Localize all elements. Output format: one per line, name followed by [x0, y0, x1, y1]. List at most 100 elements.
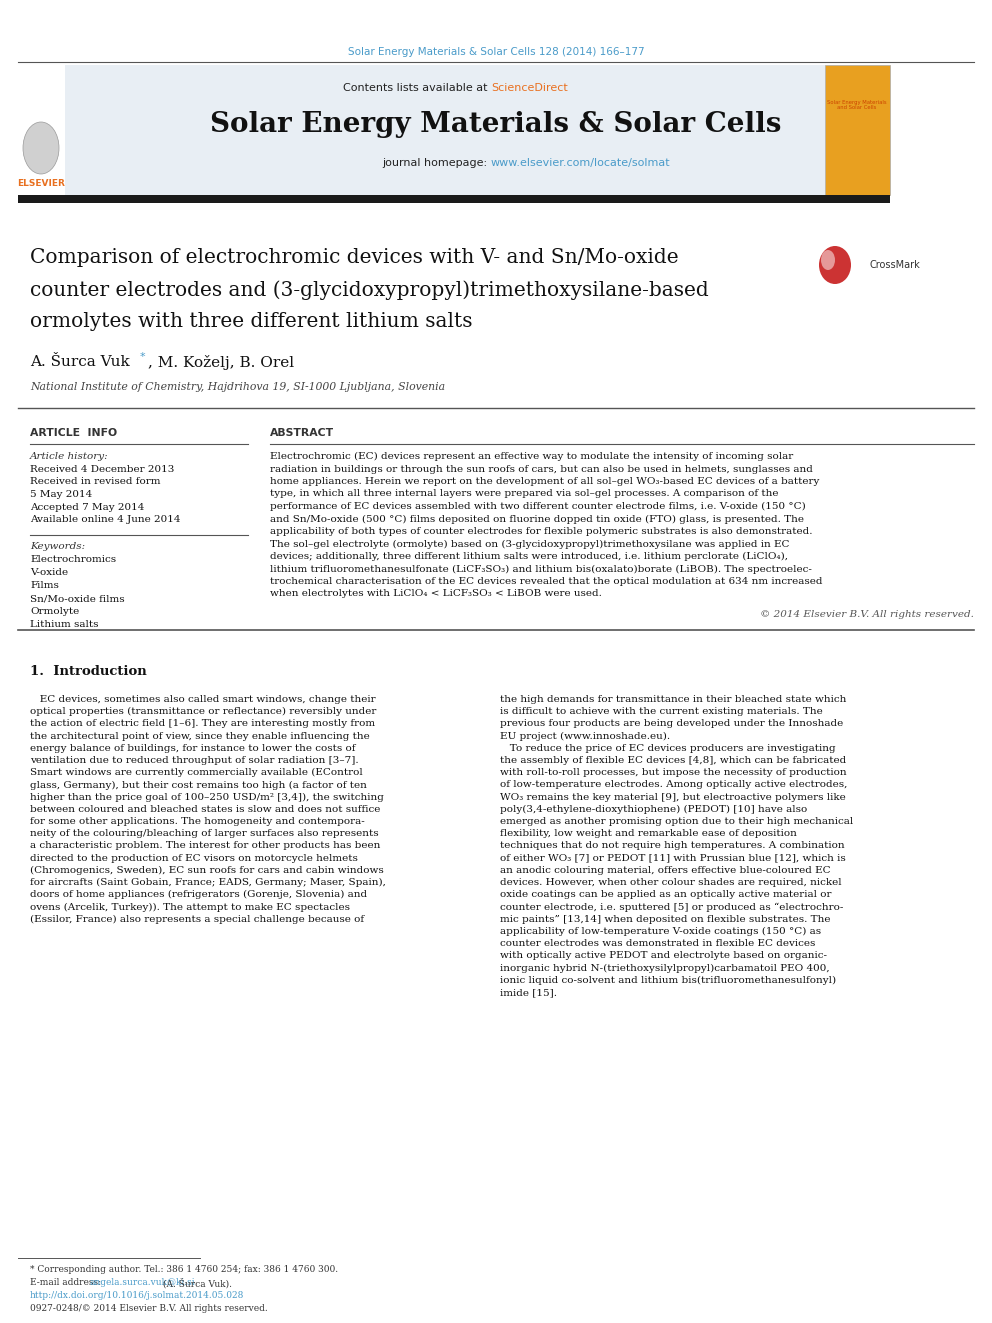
Text: 5 May 2014: 5 May 2014 — [30, 490, 92, 499]
Text: imide [15].: imide [15]. — [500, 988, 557, 996]
Text: EC devices, sometimes also called smart windows, change their: EC devices, sometimes also called smart … — [30, 695, 376, 704]
Text: Keywords:: Keywords: — [30, 542, 85, 550]
Text: for some other applications. The homogeneity and contempora-: for some other applications. The homogen… — [30, 818, 365, 826]
Text: techniques that do not require high temperatures. A combination: techniques that do not require high temp… — [500, 841, 844, 851]
Text: between coloured and bleached states is slow and does not suffice: between coloured and bleached states is … — [30, 804, 380, 814]
Text: www.elsevier.com/locate/solmat: www.elsevier.com/locate/solmat — [491, 157, 671, 168]
Text: Available online 4 June 2014: Available online 4 June 2014 — [30, 515, 181, 524]
Text: ScienceDirect: ScienceDirect — [491, 83, 567, 93]
Text: ABSTRACT: ABSTRACT — [270, 429, 334, 438]
Text: ventilation due to reduced throughput of solar radiation [3–7].: ventilation due to reduced throughput of… — [30, 755, 359, 765]
Text: an anodic colouring material, offers effective blue-coloured EC: an anodic colouring material, offers eff… — [500, 865, 830, 875]
Text: Contents lists available at: Contents lists available at — [343, 83, 491, 93]
Text: radiation in buildings or through the sun roofs of cars, but can also be used in: radiation in buildings or through the su… — [270, 464, 812, 474]
Text: performance of EC devices assembled with two different counter electrode films, : performance of EC devices assembled with… — [270, 501, 806, 511]
Bar — [65, 65, 825, 194]
Text: ormolytes with three different lithium salts: ormolytes with three different lithium s… — [30, 312, 472, 331]
Text: lithium trifluoromethanesulfonate (LiCF₃SO₃) and lithium bis(oxalato)borate (LiB: lithium trifluoromethanesulfonate (LiCF₃… — [270, 565, 811, 574]
Text: The sol–gel electrolyte (ormolyte) based on (3-glycidoxypropyl)trimethoxysilane : The sol–gel electrolyte (ormolyte) based… — [270, 540, 790, 549]
Text: the assembly of flexible EC devices [4,8], which can be fabricated: the assembly of flexible EC devices [4,8… — [500, 755, 846, 765]
Text: ovens (Arcelik, Turkey)). The attempt to make EC spectacles: ovens (Arcelik, Turkey)). The attempt to… — [30, 902, 350, 912]
Text: EU project (www.innoshade.eu).: EU project (www.innoshade.eu). — [500, 732, 671, 741]
Text: of low-temperature electrodes. Among optically active electrodes,: of low-temperature electrodes. Among opt… — [500, 781, 847, 790]
Text: of either WO₃ [7] or PEDOT [11] with Prussian blue [12], which is: of either WO₃ [7] or PEDOT [11] with Pru… — [500, 853, 846, 863]
Text: oxide coatings can be applied as an optically active material or: oxide coatings can be applied as an opti… — [500, 890, 831, 900]
Text: and Sn/Mo-oxide (500 °C) films deposited on fluorine dopped tin oxide (FTO) glas: and Sn/Mo-oxide (500 °C) films deposited… — [270, 515, 804, 524]
Text: trochemical characterisation of the EC devices revealed that the optical modulat: trochemical characterisation of the EC d… — [270, 577, 822, 586]
Text: Lithium salts: Lithium salts — [30, 620, 98, 628]
Text: * Corresponding author. Tel.: 386 1 4760 254; fax: 386 1 4760 300.: * Corresponding author. Tel.: 386 1 4760… — [30, 1265, 338, 1274]
Text: Solar Energy Materials & Solar Cells: Solar Energy Materials & Solar Cells — [210, 111, 782, 139]
Ellipse shape — [821, 250, 835, 270]
Text: ARTICLE  INFO: ARTICLE INFO — [30, 429, 117, 438]
Text: counter electrodes was demonstrated in flexible EC devices: counter electrodes was demonstrated in f… — [500, 939, 815, 949]
Text: inorganic hybrid N-(triethoxysilylpropyl)carbamatoil PEO 400,: inorganic hybrid N-(triethoxysilylpropyl… — [500, 963, 829, 972]
Text: when electrolytes with LiClO₄ < LiCF₃SO₃ < LiBOB were used.: when electrolytes with LiClO₄ < LiCF₃SO₃… — [270, 590, 602, 598]
Ellipse shape — [819, 246, 851, 284]
Text: counter electrodes and (3-glycidoxypropyl)trimethoxysilane-based: counter electrodes and (3-glycidoxypropy… — [30, 280, 708, 299]
Text: (A. Šurca Vuk).: (A. Šurca Vuk). — [160, 1278, 232, 1289]
Bar — [825, 65, 890, 194]
Text: To reduce the price of EC devices producers are investigating: To reduce the price of EC devices produc… — [500, 744, 835, 753]
Text: home appliances. Herein we report on the development of all sol–gel WO₃-based EC: home appliances. Herein we report on the… — [270, 478, 819, 486]
Text: energy balance of buildings, for instance to lower the costs of: energy balance of buildings, for instanc… — [30, 744, 355, 753]
Text: (Essilor, France) also represents a special challenge because of: (Essilor, France) also represents a spec… — [30, 914, 364, 923]
Text: neity of the colouring/bleaching of larger surfaces also represents: neity of the colouring/bleaching of larg… — [30, 830, 379, 839]
Text: is difficult to achieve with the current existing materials. The: is difficult to achieve with the current… — [500, 708, 822, 716]
Text: Ormolyte: Ormolyte — [30, 607, 79, 617]
Text: journal homepage:: journal homepage: — [382, 157, 491, 168]
Text: with optically active PEDOT and electrolyte based on organic-: with optically active PEDOT and electrol… — [500, 951, 827, 960]
Text: , M. Koželj, B. Orel: , M. Koželj, B. Orel — [148, 355, 294, 370]
Text: angela.surca.vuk@ki.si: angela.surca.vuk@ki.si — [90, 1278, 195, 1287]
Text: Comparison of electrochromic devices with V- and Sn/Mo-oxide: Comparison of electrochromic devices wit… — [30, 247, 679, 267]
Text: Article history:: Article history: — [30, 452, 109, 460]
Text: A. Šurca Vuk: A. Šurca Vuk — [30, 355, 130, 369]
Text: Accepted 7 May 2014: Accepted 7 May 2014 — [30, 503, 145, 512]
Text: type, in which all three internal layers were prepared via sol–gel processes. A : type, in which all three internal layers… — [270, 490, 779, 499]
Text: V-oxide: V-oxide — [30, 568, 68, 577]
Text: Sn/Mo-oxide films: Sn/Mo-oxide films — [30, 594, 125, 603]
Text: for aircrafts (Saint Gobain, France; EADS, Germany; Maser, Spain),: for aircrafts (Saint Gobain, France; EAD… — [30, 878, 386, 888]
Text: Received 4 December 2013: Received 4 December 2013 — [30, 464, 175, 474]
Text: previous four products are being developed under the Innoshade: previous four products are being develop… — [500, 720, 843, 729]
Text: applicability of low-temperature V-oxide coatings (150 °C) as: applicability of low-temperature V-oxide… — [500, 927, 821, 935]
Text: 1.  Introduction: 1. Introduction — [30, 665, 147, 677]
Text: doors of home appliances (refrigerators (Gorenje, Slovenia) and: doors of home appliances (refrigerators … — [30, 890, 367, 900]
Text: http://dx.doi.org/10.1016/j.solmat.2014.05.028: http://dx.doi.org/10.1016/j.solmat.2014.… — [30, 1291, 244, 1301]
Text: Smart windows are currently commercially available (EControl: Smart windows are currently commercially… — [30, 769, 363, 778]
Text: optical properties (transmittance or reflectance) reversibly under: optical properties (transmittance or ref… — [30, 708, 376, 716]
Text: Received in revised form: Received in revised form — [30, 478, 161, 487]
Text: emerged as another promising option due to their high mechanical: emerged as another promising option due … — [500, 818, 853, 826]
Text: devices. However, when other colour shades are required, nickel: devices. However, when other colour shad… — [500, 878, 841, 886]
Text: *: * — [140, 352, 146, 363]
Text: Films: Films — [30, 581, 59, 590]
Text: glass, Germany), but their cost remains too high (a factor of ten: glass, Germany), but their cost remains … — [30, 781, 367, 790]
Text: devices; additionally, three different lithium salts were introduced, i.e. lithi: devices; additionally, three different l… — [270, 552, 788, 561]
Text: (Chromogenics, Sweden), EC sun roofs for cars and cabin windows: (Chromogenics, Sweden), EC sun roofs for… — [30, 865, 384, 875]
Ellipse shape — [23, 122, 59, 175]
Text: Electrochromic (EC) devices represent an effective way to modulate the intensity: Electrochromic (EC) devices represent an… — [270, 452, 794, 462]
Text: Solar Energy Materials
and Solar Cells: Solar Energy Materials and Solar Cells — [827, 99, 887, 110]
Text: National Institute of Chemistry, Hajdrihova 19, SI-1000 Ljubljana, Slovenia: National Institute of Chemistry, Hajdrih… — [30, 382, 445, 392]
Text: poly(3,4-ethylene-dioxythiophene) (PEDOT) [10] have also: poly(3,4-ethylene-dioxythiophene) (PEDOT… — [500, 804, 807, 814]
Text: © 2014 Elsevier B.V. All rights reserved.: © 2014 Elsevier B.V. All rights reserved… — [760, 610, 974, 619]
Text: a characteristic problem. The interest for other products has been: a characteristic problem. The interest f… — [30, 841, 380, 851]
Text: the architectural point of view, since they enable influencing the: the architectural point of view, since t… — [30, 732, 370, 741]
Text: ionic liquid co-solvent and lithium bis(trifluoromethanesulfonyl): ionic liquid co-solvent and lithium bis(… — [500, 975, 836, 984]
Bar — [18, 65, 65, 194]
Text: mic paints” [13,14] when deposited on flexible substrates. The: mic paints” [13,14] when deposited on fl… — [500, 914, 830, 923]
Text: CrossMark: CrossMark — [870, 261, 921, 270]
Text: the high demands for transmittance in their bleached state which: the high demands for transmittance in th… — [500, 695, 846, 704]
Text: 0927-0248/© 2014 Elsevier B.V. All rights reserved.: 0927-0248/© 2014 Elsevier B.V. All right… — [30, 1304, 268, 1312]
Text: E-mail address:: E-mail address: — [30, 1278, 104, 1287]
Text: Solar Energy Materials & Solar Cells 128 (2014) 166–177: Solar Energy Materials & Solar Cells 128… — [347, 48, 645, 57]
Bar — [18, 194, 890, 202]
Text: ELSEVIER: ELSEVIER — [17, 179, 64, 188]
Text: higher than the price goal of 100–250 USD/m² [3,4]), the switching: higher than the price goal of 100–250 US… — [30, 792, 384, 802]
Text: WO₃ remains the key material [9], but electroactive polymers like: WO₃ remains the key material [9], but el… — [500, 792, 846, 802]
Text: with roll-to-roll processes, but impose the necessity of production: with roll-to-roll processes, but impose … — [500, 769, 846, 777]
Text: applicability of both types of counter electrodes for flexible polymeric substra: applicability of both types of counter e… — [270, 527, 812, 536]
Text: Electrochromics: Electrochromics — [30, 556, 116, 564]
Text: flexibility, low weight and remarkable ease of deposition: flexibility, low weight and remarkable e… — [500, 830, 797, 839]
Text: directed to the production of EC visors on motorcycle helmets: directed to the production of EC visors … — [30, 853, 358, 863]
